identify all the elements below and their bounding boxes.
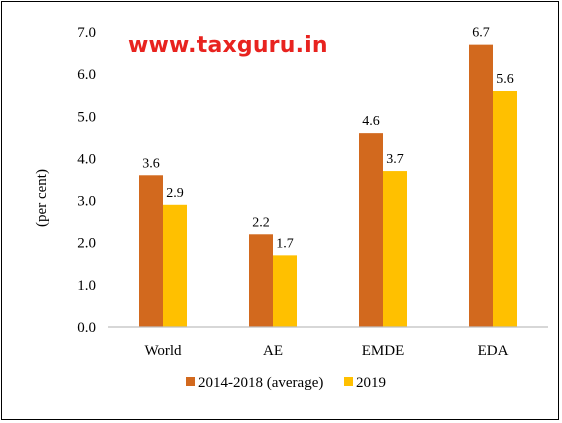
legend: 2014-2018 (average) 2019 (186, 375, 386, 391)
data-label: 2.9 (166, 186, 184, 201)
legend-swatch (344, 377, 353, 386)
bar-world-1 (163, 204, 187, 327)
legend-label: 2014-2018 (average) (198, 375, 323, 391)
category-label: World (144, 343, 182, 359)
data-label: 6.7 (472, 26, 490, 41)
bar-world-0 (139, 175, 163, 327)
bars: 3.6 2.9 2.2 1.7 4.6 3.7 6.7 5.6 (139, 26, 517, 328)
y-tick-label: 7.0 (77, 25, 96, 41)
bar-eda-1 (493, 91, 517, 327)
y-tick-label: 1.0 (77, 278, 96, 294)
bar-ae-0 (249, 234, 273, 327)
data-label: 4.6 (362, 114, 380, 129)
y-tick-label: 6.0 (77, 67, 96, 83)
y-axis-title: (per cent) (34, 169, 50, 227)
bar-emde-0 (359, 133, 383, 327)
legend-swatch (186, 377, 195, 386)
data-label: 2.2 (252, 215, 270, 230)
data-label: 3.7 (386, 152, 404, 167)
bar-emde-1 (383, 171, 407, 327)
y-tick-label: 5.0 (77, 109, 96, 125)
x-axis: World AE EMDE EDA (108, 326, 548, 359)
data-label: 3.6 (142, 156, 160, 171)
y-tick-label: 0.0 (77, 320, 96, 336)
legend-label: 2019 (356, 375, 386, 391)
watermark-text: www.taxguru.in (128, 33, 328, 58)
category-label: EDA (478, 343, 509, 359)
y-tick-label: 4.0 (77, 151, 96, 167)
bar-eda-0 (469, 44, 493, 328)
y-tick-label: 3.0 (77, 194, 96, 210)
category-label: EMDE (362, 343, 405, 359)
data-label: 1.7 (276, 236, 294, 251)
y-axis: 0.0 1.0 2.0 3.0 4.0 5.0 6.0 7.0 (77, 25, 96, 336)
data-label: 5.6 (496, 72, 514, 87)
bar-ae-1 (273, 255, 297, 327)
category-label: AE (263, 343, 283, 359)
y-tick-label: 2.0 (77, 236, 96, 252)
